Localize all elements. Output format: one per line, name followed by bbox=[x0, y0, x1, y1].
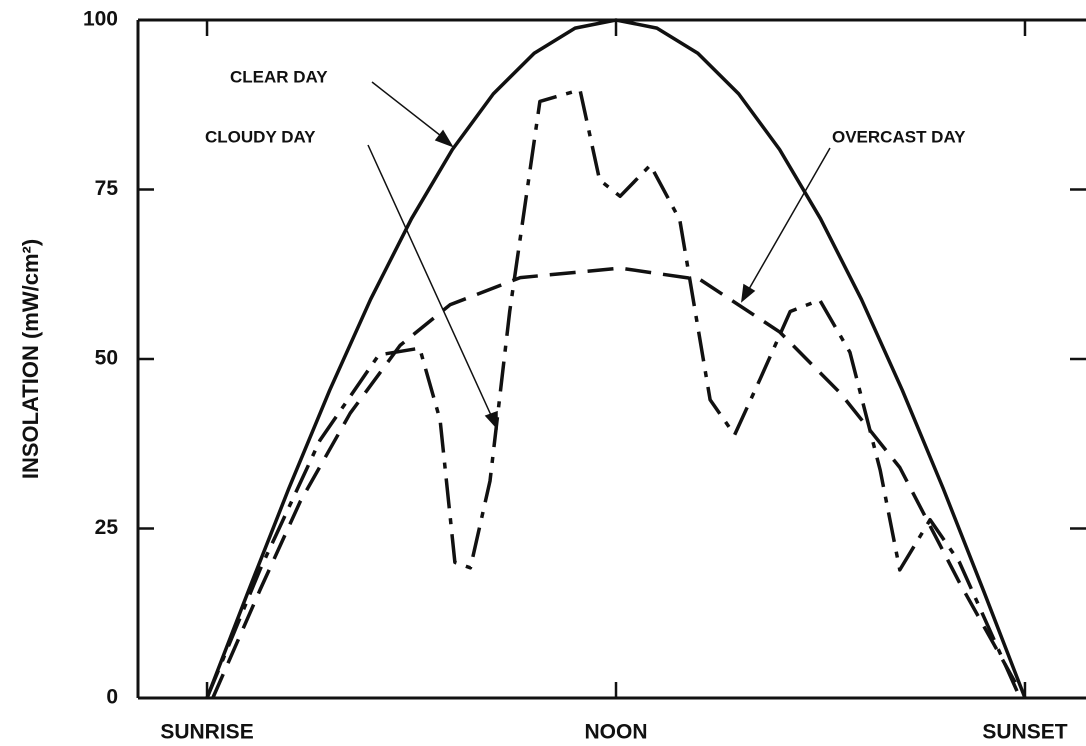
series-line bbox=[205, 18, 1027, 699]
y-tick-label: 0 bbox=[106, 686, 118, 709]
y-tick-label: 25 bbox=[95, 516, 119, 539]
annotation: CLOUDY DAY bbox=[205, 127, 316, 146]
y-axis-label: INSOLATION (mW/cm²) bbox=[18, 239, 43, 479]
series-line bbox=[205, 88, 1022, 699]
y-tick-label: 75 bbox=[95, 177, 119, 200]
y-tick-label: 100 bbox=[83, 8, 118, 31]
plot-frame bbox=[136, 18, 1086, 700]
x-tick-label: SUNRISE bbox=[160, 721, 253, 744]
series-line bbox=[211, 266, 1022, 699]
x-tick-label: NOON bbox=[585, 721, 648, 744]
annotation-arrows bbox=[367, 81, 831, 430]
y-tick-label: 50 bbox=[95, 347, 118, 370]
annotation: CLEAR DAY bbox=[230, 67, 328, 86]
annotation: OVERCAST DAY bbox=[832, 127, 966, 146]
x-tick-label: SUNSET bbox=[982, 721, 1067, 744]
